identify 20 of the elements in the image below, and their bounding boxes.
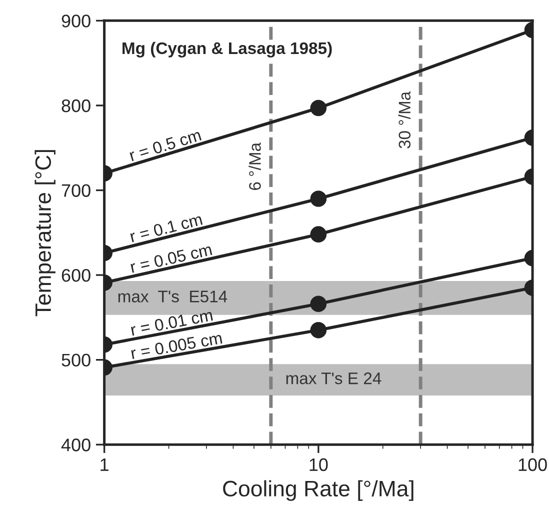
y-tick-label: 600: [62, 268, 90, 282]
y-tick-label: 800: [62, 99, 90, 112]
x-axis-title: Cooling Rate [°/Ma]: [223, 480, 414, 501]
text: r = 0.5 cm: [128, 128, 202, 162]
y-axis-title: Temperature [°C]: [34, 150, 56, 316]
text: r = 0.1 cm: [130, 213, 203, 242]
band-label: max T's E 24: [286, 372, 382, 384]
text: r = 0.01 cm: [130, 308, 213, 336]
y-tick-label: 700: [62, 184, 90, 197]
text: r = 0.05 cm: [130, 243, 212, 273]
annotation: Mg (Cygan & Lasaga 1985): [122, 42, 332, 58]
x-tick-label: 100: [518, 458, 547, 472]
y-tick-label: 900: [62, 14, 90, 28]
ref-line-label: 6 °/Ma: [248, 142, 261, 190]
x-tick-label: 10: [310, 458, 328, 472]
y-tick-label: 400: [61, 438, 90, 452]
band-label: max T's E514: [118, 290, 228, 302]
ref-line-label: 30 °/Ma: [398, 91, 411, 148]
x-tick-label: 1: [100, 458, 108, 471]
y-tick-label: 500: [62, 354, 90, 367]
